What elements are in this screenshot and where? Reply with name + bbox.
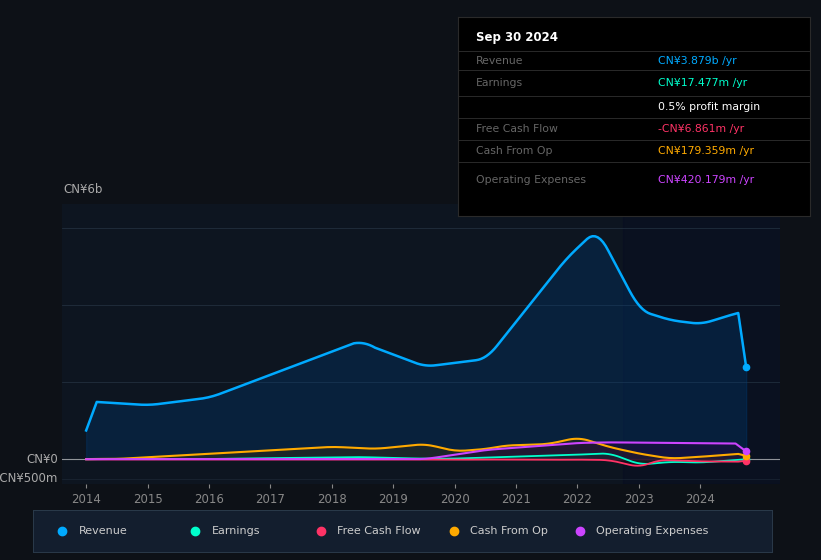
Text: Operating Expenses: Operating Expenses <box>475 175 585 185</box>
Text: Operating Expenses: Operating Expenses <box>596 526 709 535</box>
Text: CN¥420.179m /yr: CN¥420.179m /yr <box>658 175 754 185</box>
Bar <box>623 204 792 484</box>
Text: 0.5% profit margin: 0.5% profit margin <box>658 102 760 112</box>
Text: Cash From Op: Cash From Op <box>475 146 553 156</box>
Text: Earnings: Earnings <box>475 78 523 88</box>
Text: Revenue: Revenue <box>79 526 127 535</box>
Text: CN¥3.879b /yr: CN¥3.879b /yr <box>658 55 737 66</box>
Text: Cash From Op: Cash From Op <box>470 526 548 535</box>
Text: CN¥6b: CN¥6b <box>64 183 103 196</box>
Text: Free Cash Flow: Free Cash Flow <box>337 526 421 535</box>
Text: CN¥0: CN¥0 <box>26 453 58 466</box>
Text: Free Cash Flow: Free Cash Flow <box>475 124 557 134</box>
Text: Revenue: Revenue <box>475 55 523 66</box>
Text: CN¥17.477m /yr: CN¥17.477m /yr <box>658 78 748 88</box>
Text: -CN¥500m: -CN¥500m <box>0 472 58 485</box>
Text: Earnings: Earnings <box>212 526 260 535</box>
Text: Sep 30 2024: Sep 30 2024 <box>475 31 557 44</box>
Text: CN¥179.359m /yr: CN¥179.359m /yr <box>658 146 754 156</box>
Text: -CN¥6.861m /yr: -CN¥6.861m /yr <box>658 124 745 134</box>
